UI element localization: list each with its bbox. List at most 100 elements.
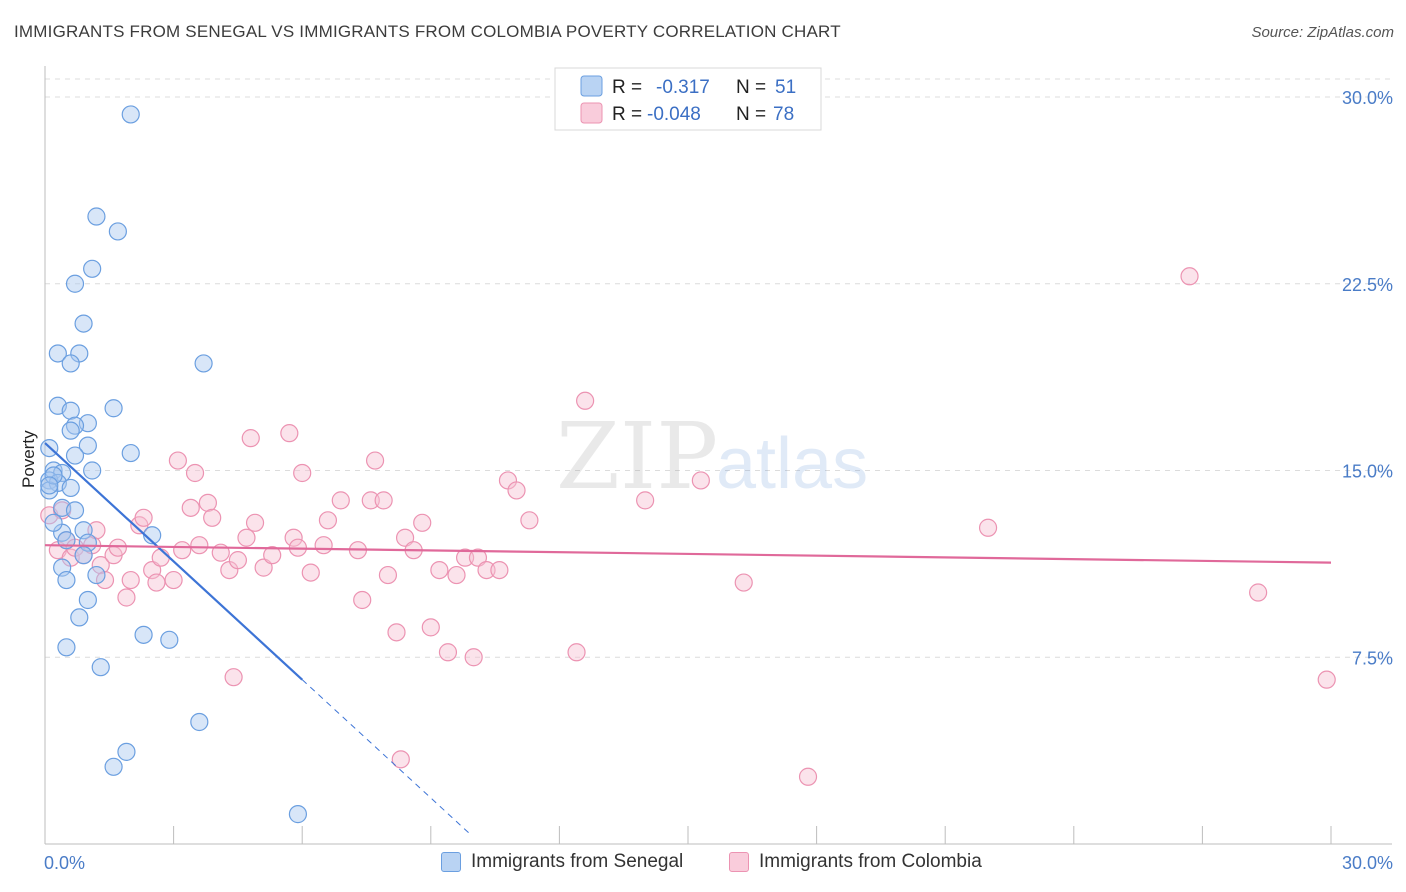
senegal-point-45 <box>117 742 136 761</box>
colombia-point-37 <box>284 528 303 547</box>
colombia-point-68 <box>691 471 710 490</box>
y-tick-label-3: 30.0% <box>1342 88 1393 108</box>
colombia-point-49 <box>378 565 398 585</box>
colombia-point-43 <box>331 491 350 510</box>
y-tick-label-0: 7.5% <box>1352 648 1393 668</box>
watermark-atlas: atlas <box>716 424 868 504</box>
legend-n-label-senegal: N = <box>736 77 766 98</box>
y-tick-label-1: 15.0% <box>1342 462 1393 482</box>
colombia-point-10 <box>95 570 115 590</box>
colombia-point-72 <box>1180 267 1199 286</box>
colombia-point-36 <box>280 424 299 443</box>
senegal-point-40 <box>134 625 153 644</box>
senegal-point-12 <box>61 401 80 420</box>
senegal-point-28 <box>65 501 85 520</box>
colombia-point-73 <box>1249 583 1268 602</box>
colombia-point-60 <box>477 560 496 580</box>
colombia-point-61 <box>490 560 509 580</box>
senegal-point-26 <box>61 478 80 498</box>
senegal-point-2 <box>108 222 127 241</box>
colombia-point-77 <box>464 648 483 667</box>
colombia-point-19 <box>151 548 170 567</box>
legend-swatch-senegal <box>580 75 603 97</box>
colombia-point-35 <box>263 546 282 565</box>
senegal-point-47 <box>288 805 308 824</box>
senegal-point-8 <box>61 354 80 373</box>
legend-swatch-colombia <box>580 102 603 124</box>
senegal-point-34 <box>74 546 93 565</box>
legend-n-value-colombia: 78 <box>773 104 794 125</box>
colombia-point-70 <box>798 767 818 786</box>
senegal-point-25 <box>40 481 59 500</box>
colombia-point-13 <box>117 588 136 607</box>
colombia-point-14 <box>121 570 140 590</box>
colombia-point-66 <box>576 391 595 410</box>
colombia-point-75 <box>224 668 243 687</box>
series-senegal-points <box>40 105 308 824</box>
colombia-point-56 <box>438 643 458 662</box>
trend-lines <box>44 442 1332 834</box>
senegal-point-18 <box>121 443 140 463</box>
colombia-point-50 <box>387 623 406 642</box>
colombia-point-31 <box>237 528 256 547</box>
legend-item-senegal: Immigrants from Senegal <box>441 851 683 873</box>
colombia-point-22 <box>173 541 192 560</box>
colombia-point-67 <box>636 491 655 510</box>
senegal-point-21 <box>83 461 102 480</box>
colombia-point-39 <box>293 463 312 483</box>
legend-r-value-colombia: -0.048 <box>647 104 701 125</box>
senegal-point-1 <box>87 207 106 226</box>
colombia-point-54 <box>421 618 440 637</box>
senegal-point-11 <box>104 399 123 418</box>
senegal-point-50 <box>44 513 63 532</box>
senegal-point-4 <box>65 274 85 293</box>
colombia-point-74 <box>1317 670 1336 689</box>
colombia-point-24 <box>185 463 205 483</box>
senegal-point-41 <box>160 630 179 649</box>
y-axis-label: Poverty <box>19 430 38 488</box>
colombia-point-48 <box>374 491 393 510</box>
colombia-point-53 <box>413 513 432 532</box>
senegal-trend-line <box>44 442 303 681</box>
senegal-trend-extension <box>301 679 470 834</box>
tick-labels: 7.5% 15.0% 22.5% 30.0% 0.0% 30.0% <box>44 88 1393 873</box>
colombia-point-33 <box>245 513 265 532</box>
watermark: ZIP atlas <box>556 403 868 510</box>
senegal-point-37 <box>57 570 76 590</box>
senegal-point-49 <box>40 476 59 495</box>
colombia-point-76 <box>391 750 410 769</box>
colombia-point-65 <box>567 643 586 662</box>
senegal-point-42 <box>57 638 76 657</box>
senegal-point-5 <box>74 314 93 333</box>
senegal-point-46 <box>104 757 123 776</box>
colombia-point-23 <box>181 498 200 517</box>
colombia-point-63 <box>507 481 526 500</box>
senegal-point-19 <box>65 446 85 465</box>
colombia-point-27 <box>203 508 222 527</box>
colombia-point-47 <box>365 451 385 470</box>
colombia-point-46 <box>361 491 380 510</box>
colombia-point-57 <box>447 565 466 585</box>
colombia-point-55 <box>430 560 449 580</box>
colombia-point-9 <box>91 556 110 575</box>
legend-swatch-colombia-bottom <box>729 852 749 872</box>
colombia-point-40 <box>301 563 320 582</box>
legend-label-senegal: Immigrants from Senegal <box>471 851 684 872</box>
legend-r-label-colombia: R = <box>612 104 642 125</box>
series-colombia-points <box>40 267 1336 786</box>
legend-r-label-senegal: R = <box>612 77 642 98</box>
legend-n-value-senegal: 51 <box>775 77 796 98</box>
colombia-point-64 <box>520 511 539 530</box>
senegal-point-16 <box>78 436 97 455</box>
series-legend: Immigrants from Senegal Immigrants from … <box>0 851 1406 879</box>
legend-n-label-colombia: N = <box>736 104 766 125</box>
colombia-point-20 <box>164 570 183 590</box>
legend-label-colombia: Immigrants from Colombia <box>759 851 982 872</box>
colombia-point-42 <box>318 511 338 530</box>
senegal-point-39 <box>70 608 89 627</box>
legend-item-colombia: Immigrants from Colombia <box>729 851 982 873</box>
colombia-point-58 <box>455 548 475 567</box>
senegal-point-0 <box>121 105 140 124</box>
colombia-point-59 <box>468 548 488 567</box>
watermark-zip: ZIP <box>556 403 718 510</box>
